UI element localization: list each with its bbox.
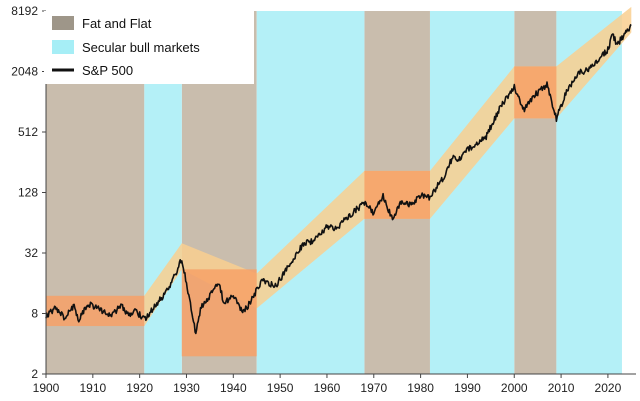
valuation-channel-band	[144, 6, 632, 327]
x-axis: 1900 1910 1920 1930 1940 1950 1960 1970 1980 1990…	[33, 373, 636, 395]
x-tick-label: 1960	[314, 381, 341, 395]
flat-period-box	[46, 295, 145, 327]
legend-swatch-fat-and-flat	[52, 16, 74, 30]
legend: Fat and Flat Secular bull markets S&P 50…	[44, 11, 254, 84]
y-axis: 2 8 32 128 512 2048 8192	[11, 4, 47, 381]
legend-label-sp500: S&P 500	[82, 63, 133, 78]
x-tick-label: 2010	[548, 381, 575, 395]
y-tick-label: 2	[31, 367, 38, 381]
legend-label-secular-bull: Secular bull markets	[82, 40, 200, 55]
y-tick-label: 128	[18, 186, 38, 200]
x-tick-label: 1990	[454, 381, 481, 395]
valuation-channel	[144, 6, 632, 327]
x-tick-label: 1930	[173, 381, 200, 395]
x-tick-label: 1970	[360, 381, 387, 395]
x-tick-label: 2000	[501, 381, 528, 395]
y-tick-label: 512	[18, 125, 38, 139]
legend-box	[44, 11, 254, 84]
y-tick-label: 2048	[11, 65, 38, 79]
x-tick-label: 1940	[220, 381, 247, 395]
x-tick-label: 1980	[407, 381, 434, 395]
x-tick-label: 1950	[267, 381, 294, 395]
y-tick-label: 8192	[11, 4, 38, 18]
legend-label-fat-and-flat: Fat and Flat	[82, 16, 152, 31]
fat-and-flat-band	[514, 11, 557, 374]
price-line-layer	[45, 23, 632, 335]
x-tick-label: 1910	[79, 381, 106, 395]
flat-period-box	[181, 269, 257, 357]
y-tick-label: 32	[25, 246, 39, 260]
sp500-line	[45, 23, 632, 335]
y-tick-label: 8	[31, 307, 38, 321]
legend-swatch-secular-bull	[52, 40, 74, 54]
x-tick-label: 1900	[33, 381, 60, 395]
x-tick-label: 1920	[126, 381, 153, 395]
x-tick-label: 2020	[595, 381, 622, 395]
